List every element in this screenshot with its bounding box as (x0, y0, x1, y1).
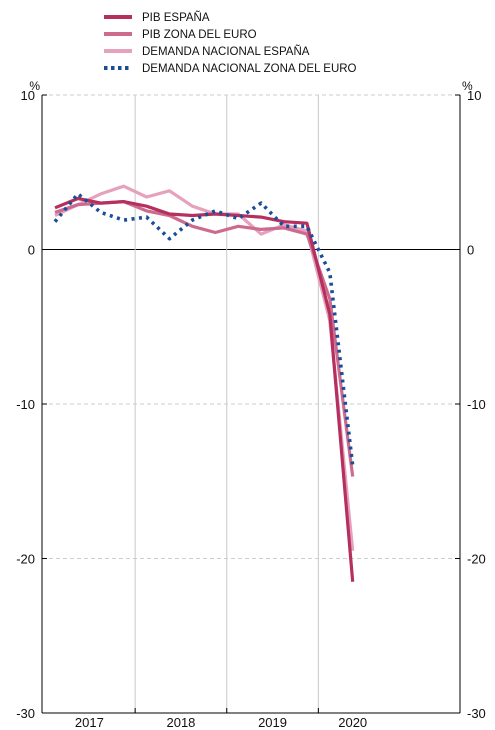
x-tick-label: 2018 (166, 715, 195, 730)
legend-label: PIB ZONA DEL EURO (142, 29, 257, 41)
x-tick-label: 2017 (75, 715, 104, 730)
x-tick-label: 2020 (338, 715, 367, 730)
y-tick-label-right: -30 (467, 706, 486, 721)
legend-label: PIB ESPAÑA (142, 11, 210, 24)
unit-label-right: % (462, 79, 473, 93)
series-line-4 (53, 192, 355, 467)
unit-label-left: % (29, 79, 40, 93)
legend-label: DEMANDA NACIONAL ZONA DEL EURO (142, 63, 357, 75)
y-tick-label-left: -30 (16, 706, 35, 721)
y-tick-label-right: -10 (467, 397, 486, 412)
series-line-1 (54, 196, 355, 582)
y-tick-label-left: 10 (21, 88, 35, 103)
legend-label: DEMANDA NACIONAL ESPAÑA (142, 45, 310, 58)
y-tick-label-right: 10 (467, 88, 481, 103)
tick-labels: 10 10 0 0 -10 -10 -20 -20 -30 -30% % 2017 2018 2019 20… (16, 79, 486, 730)
series-line-2 (54, 200, 355, 477)
y-tick-label-right: 0 (467, 243, 474, 258)
y-tick-label-left: -20 (16, 552, 35, 567)
y-tick-label-right: -20 (467, 552, 486, 567)
legend: PIB ESPAÑA PIB ZONA DEL EURO DEMANDA NACIO… (104, 11, 357, 75)
grid (42, 94, 460, 713)
series-line-3 (54, 184, 355, 551)
series-lines (53, 184, 355, 582)
y-tick-label-left: 0 (28, 243, 35, 258)
x-tick-label: 2019 (258, 715, 287, 730)
axes (41, 94, 461, 714)
y-tick-label-left: -10 (16, 397, 35, 412)
